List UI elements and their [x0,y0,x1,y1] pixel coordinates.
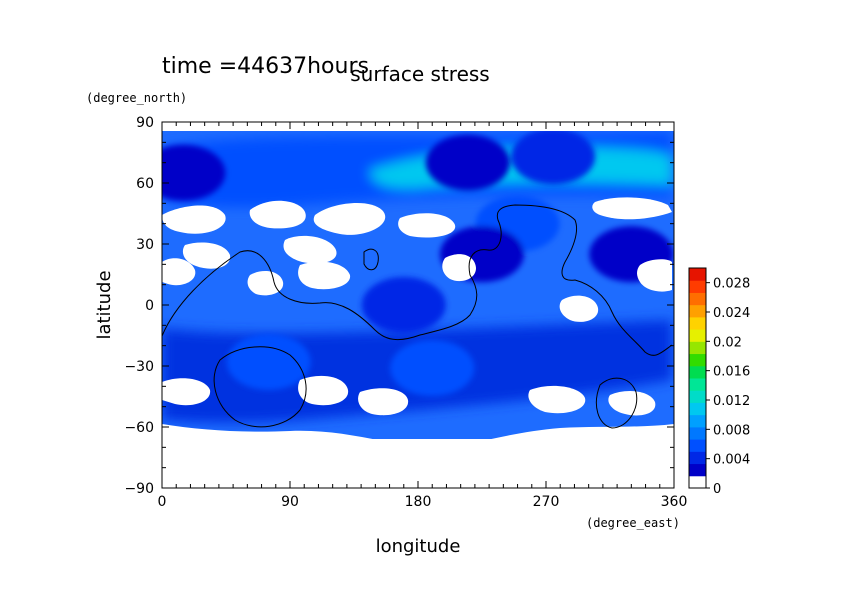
y-tick-label: 60 [136,176,154,192]
hotspot-9-ring-1 [162,144,226,201]
calm-area-east-1 [637,259,672,292]
chart-title: surface stress [350,62,489,86]
colorbar-swatch [689,316,706,330]
calm-area-mid-1 [283,235,337,264]
x-axis-label: longitude [376,536,461,557]
hotspot-3-ring-1 [425,134,510,191]
hotspot-5-ring-1 [390,340,475,397]
colorbar-swatch [689,439,706,452]
colorbar-swatch [689,475,706,489]
calm-area-mid-4 [247,270,284,296]
colorbar-swatch [689,414,706,428]
colorbar-swatch [689,341,706,355]
calm-area-south-1 [298,375,349,406]
colorbar-label: 0.024 [713,306,750,321]
coastline-africa [162,204,673,356]
colorbar-swatch [689,390,706,403]
calm-area-south-4 [608,390,656,416]
coastline-island-1 [363,248,379,271]
y-tick-labels: 90 60 30 0 −30 −60 −90 [124,115,154,497]
y-tick-label: −90 [124,481,154,497]
calm-area-south-2 [358,388,409,416]
colorbar-label: 0.02 [713,335,742,350]
x-tick-label: 180 [405,494,432,510]
colorbar-swatch [689,268,706,281]
x-tick-labels: 0 90 180 270 360 [158,494,688,510]
y-tick-label: −60 [124,420,154,436]
coastlines [162,204,673,429]
hotspot-6 [361,277,446,333]
calm-area-north-3 [313,202,386,235]
hotspot-4-ring-1 [226,333,311,390]
coastline-island-2 [596,377,638,429]
calm-area-mid-3 [298,261,351,290]
colorbar-swatch [689,329,706,342]
colorbar-label: 0.012 [713,394,750,409]
colorbar-swatch [689,292,706,306]
hotspot-3 [425,134,510,191]
colorbar-swatch [689,304,706,318]
y-unit-label: (degree_north) [86,91,187,105]
y-tick-label: −30 [124,359,154,375]
stress-field [162,122,674,488]
calm-area-mid-2 [162,258,196,286]
x-tick-label: 0 [158,494,167,510]
plot-axes: 0 90 180 270 360 90 60 30 0 −30 −60 −90 [124,115,687,510]
x-tick-label: 360 [661,494,688,510]
hotspot-2 [511,128,596,185]
hotspot-5 [390,340,475,397]
colorbar-label: 0 [713,482,721,497]
coastline-australia [213,346,307,428]
calm-area-east-3 [442,254,476,282]
calm-area-west [182,242,231,269]
colorbar-swatch [689,353,706,367]
x-tick-label: 270 [533,494,560,510]
hotspot-6-ring-1 [361,277,446,333]
x-tick-label: 90 [281,494,299,510]
colorbar-label: 0.004 [713,453,750,468]
x-unit-label: (degree_east) [586,516,680,530]
colorbar-swatch [689,280,706,293]
hotspot-4 [226,333,311,390]
calm-area-east-2 [559,295,599,322]
calm-area-north-1 [162,205,226,234]
colorbar-swatch [689,365,706,379]
hotspot-2-ring-1 [511,128,596,185]
colorbar-label: 0.008 [713,423,750,438]
calm-area-north-5 [592,197,672,220]
axis-ticks [161,121,675,489]
colorbar-frame [688,267,707,489]
colorbar-label: 0.028 [713,277,750,292]
calm-area-south-5 [162,378,211,406]
calm-areas [162,197,672,416]
y-tick-label: 30 [136,237,154,253]
y-tick-label: 0 [145,298,154,314]
time-label: time =44637hours [162,54,369,79]
calm-area-south-3 [528,385,586,414]
colorbar-swatch [689,426,706,440]
colorbar-swatch [689,463,706,477]
hotspot-9 [162,144,226,201]
colorbar-swatch [689,451,706,465]
colorbar-swatch [689,402,706,416]
colorbar-label: 0.016 [713,365,750,380]
colorbar: 0.028 0.024 0.02 0.016 0.012 0.008 0.004 0 [688,267,750,497]
calm-area-north-2 [249,200,306,229]
y-tick-label: 90 [136,115,154,131]
mask-bottom [162,424,674,488]
colorbar-swatch [689,378,706,391]
y-axis-label: latitude [94,270,115,339]
calm-area-north-4 [398,213,456,238]
